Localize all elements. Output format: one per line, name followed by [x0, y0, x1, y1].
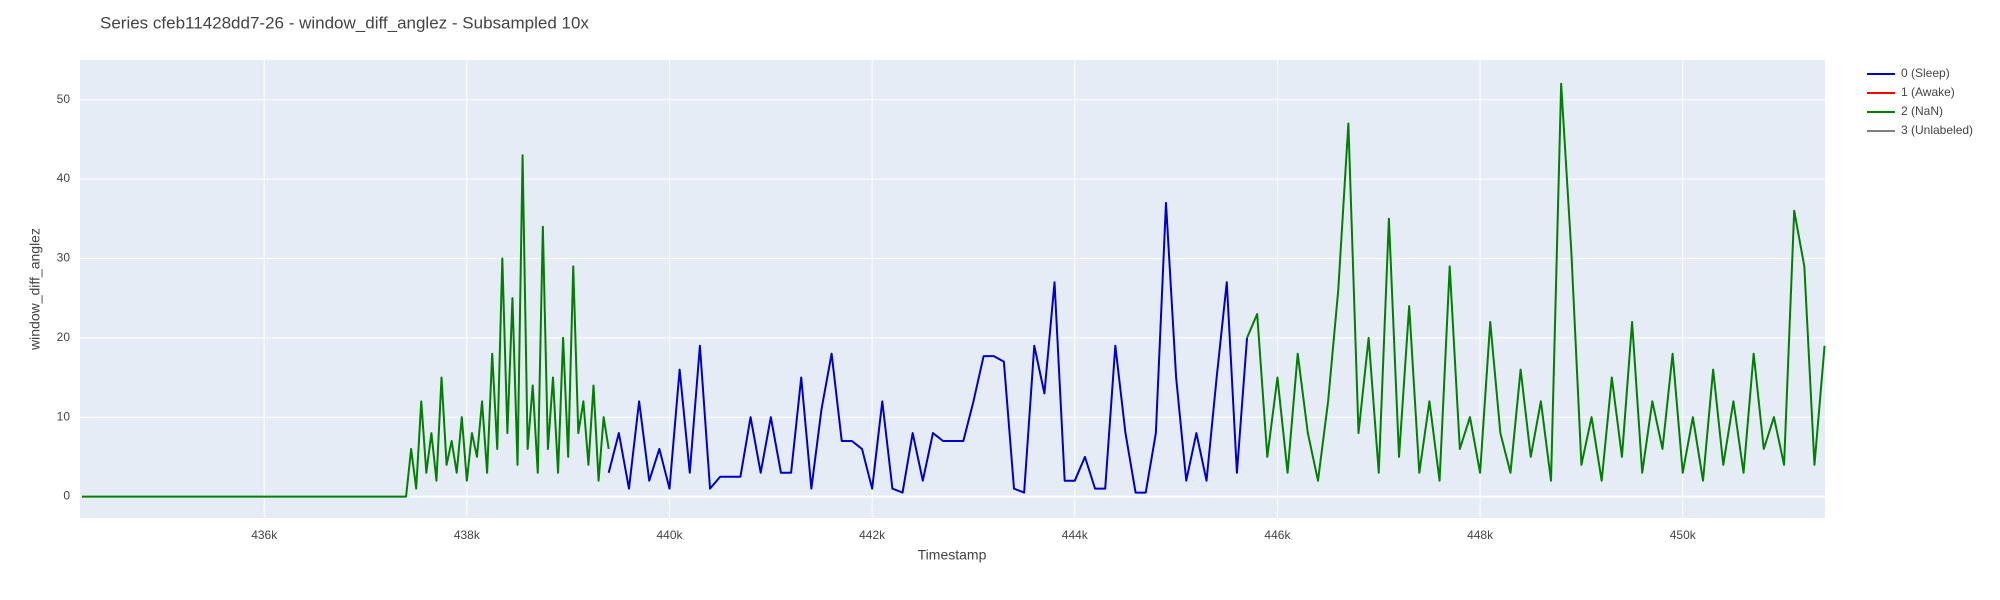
chart-title: Series cfeb11428dd7-26 - window_diff_ang…: [100, 13, 589, 32]
y-tick-label: 0: [63, 489, 70, 503]
legend-label: 2 (NaN): [1901, 104, 1943, 118]
x-tick-label: 450k: [1670, 528, 1697, 542]
x-tick-label: 442k: [859, 528, 886, 542]
legend-label: 0 (Sleep): [1901, 66, 1950, 80]
x-tick-label: 440k: [656, 528, 683, 542]
y-tick-label: 10: [57, 409, 71, 423]
x-axis-title: Timestamp: [918, 547, 987, 563]
y-axis-title: window_diff_anglez: [27, 228, 43, 351]
series-line: [81, 82, 1826, 498]
x-tick-label: 448k: [1467, 528, 1494, 542]
x-tick-label: 438k: [454, 528, 481, 542]
y-tick-label: 30: [57, 251, 71, 265]
series-line: [607, 201, 1249, 494]
y-tick-label: 50: [57, 92, 71, 106]
legend-label: 1 (Awake): [1901, 85, 1955, 99]
x-tick-label: 436k: [251, 528, 278, 542]
y-tick-label: 40: [57, 171, 71, 185]
y-tick-label: 20: [57, 330, 71, 344]
x-tick-label: 444k: [1062, 528, 1089, 542]
legend-label: 3 (Unlabeled): [1901, 123, 1973, 137]
x-tick-label: 446k: [1264, 528, 1291, 542]
